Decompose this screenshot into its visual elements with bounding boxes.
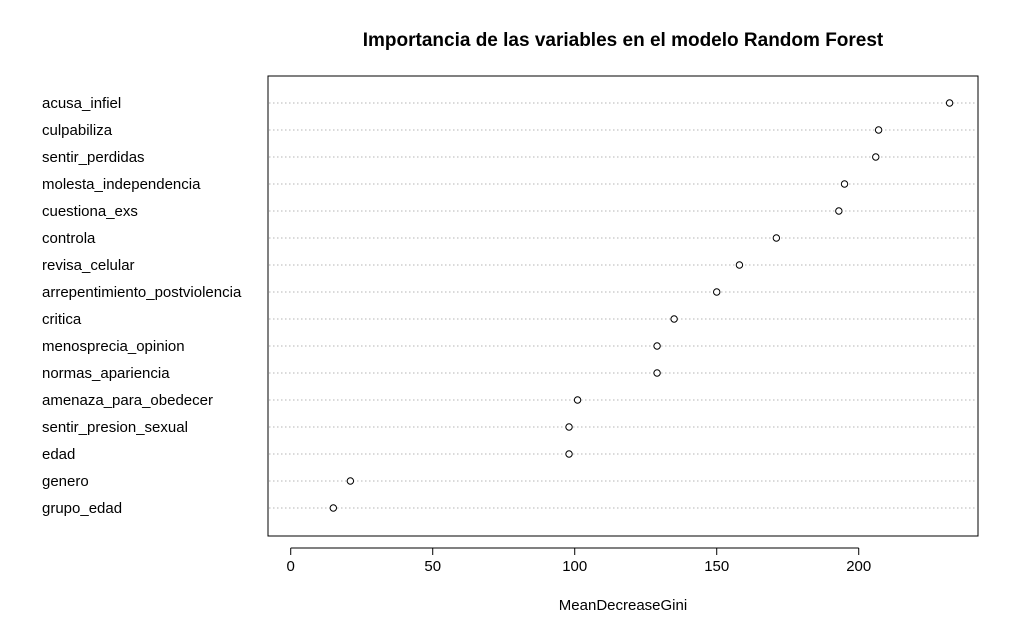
- grid-lines: [269, 102, 977, 509]
- variable-label: revisa_celular: [42, 257, 135, 274]
- variable-label: molesta_independencia: [42, 176, 201, 193]
- variable-label: amenaza_para_obedecer: [42, 392, 213, 409]
- data-point: [346, 477, 355, 485]
- variable-label: critica: [42, 311, 82, 328]
- x-axis: 0 50 100 150 200: [287, 547, 871, 575]
- data-point: [835, 207, 843, 215]
- variable-label: normas_apariencia: [42, 365, 170, 382]
- variable-label: controla: [42, 230, 96, 247]
- variable-label: cuestiona_exs: [42, 203, 138, 220]
- variable-label: culpabiliza: [42, 122, 113, 139]
- data-point: [653, 342, 661, 350]
- variable-label: acusa_infiel: [42, 95, 121, 112]
- data-point: [573, 396, 582, 404]
- variable-label: sentir_perdidas: [42, 149, 145, 166]
- variable-label: edad: [42, 446, 75, 463]
- data-point: [735, 261, 744, 269]
- variable-label: sentir_presion_sexual: [42, 419, 188, 436]
- x-tick-label: 50: [424, 558, 441, 575]
- x-tick-label: 200: [846, 558, 871, 575]
- data-point: [565, 423, 573, 431]
- data-point: [874, 126, 883, 134]
- data-point: [872, 153, 880, 161]
- data-point: [945, 99, 954, 107]
- data-point: [565, 450, 573, 458]
- variable-label: grupo_edad: [42, 500, 122, 517]
- variable-label: arrepentimiento_postviolencia: [42, 284, 242, 301]
- variable-label: genero: [42, 473, 89, 490]
- data-point: [772, 234, 781, 242]
- x-tick-label: 0: [287, 558, 295, 575]
- plot-frame: [267, 75, 979, 537]
- x-axis-title: MeanDecreaseGini: [559, 597, 687, 614]
- variable-labels: acusa_infiel culpabiliza sentir_perdidasmo…: [42, 95, 242, 517]
- data-point: [329, 504, 338, 512]
- data-point: [713, 288, 721, 296]
- x-tick-label: 100: [562, 558, 587, 575]
- data-point: [840, 180, 849, 188]
- chart-title: Importancia de las variables en el model…: [363, 30, 884, 51]
- data-points: [329, 99, 954, 512]
- data-point: [670, 315, 678, 323]
- data-point: [653, 369, 661, 377]
- x-tick-label: 150: [704, 558, 729, 575]
- variable-label: menosprecia_opinion: [42, 338, 185, 355]
